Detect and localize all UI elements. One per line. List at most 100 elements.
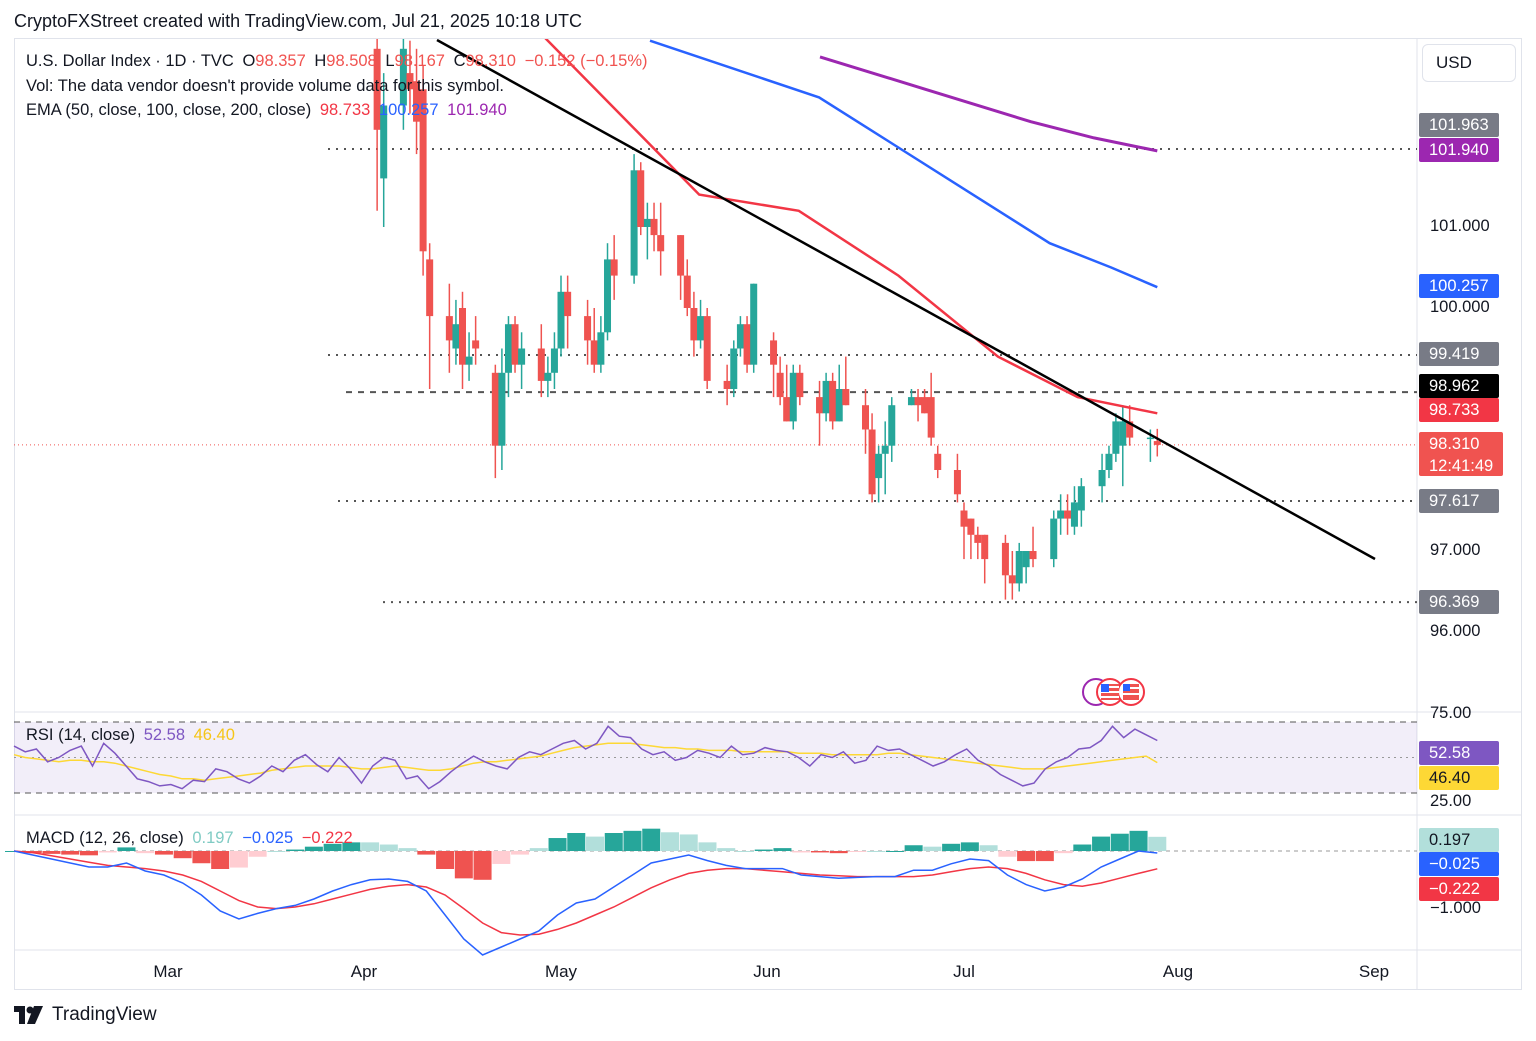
- macd-histogram-bar: [867, 851, 886, 852]
- candle-body: [1022, 551, 1030, 568]
- time-axis: Mar Apr May Jun Jul Aug Sep: [153, 962, 1389, 981]
- candle-body: [498, 372, 506, 446]
- candle-body: [1050, 518, 1058, 560]
- candle-body: [399, 48, 407, 106]
- macd-line-label: −0.025: [1419, 852, 1499, 876]
- candle-body: [907, 397, 915, 406]
- candle-body: [465, 356, 473, 365]
- candle-body: [1070, 502, 1078, 527]
- macd-histogram-bar: [586, 836, 605, 851]
- macd-histogram-bar: [642, 828, 661, 851]
- candle-body: [783, 397, 791, 422]
- rsi-pane: [13, 721, 1417, 794]
- candle-body: [1077, 486, 1085, 511]
- macd-histogram-bar: [604, 833, 623, 851]
- macd-histogram-bar: [117, 847, 136, 851]
- rsi-line: [13, 725, 1158, 790]
- candle-body: [459, 308, 466, 365]
- legend-symbol: U.S. Dollar Index · 1D · TVC: [26, 52, 234, 70]
- macd-signal-line: [13, 850, 1158, 936]
- candle-body: [650, 218, 658, 236]
- candle-body: [1119, 421, 1127, 446]
- macd-histogram-bar: [979, 845, 998, 851]
- macd-histogram-bar: [229, 851, 248, 868]
- legend-macd-line: −0.025: [242, 829, 294, 847]
- candle-body: [504, 324, 512, 373]
- us-flag-event-icon[interactable]: [1082, 678, 1145, 706]
- legend-ema: EMA (50, close, 100, close, 200, close) …: [26, 101, 507, 119]
- candle-body: [875, 453, 883, 479]
- macd-histogram-bar: [998, 851, 1017, 857]
- candle-body: [816, 397, 824, 414]
- legend-rsi: RSI (14, close) 52.58 46.40: [26, 726, 235, 744]
- ema50-line: [544, 39, 1158, 415]
- candle-body: [960, 510, 968, 527]
- macd-histogram-bar: [792, 851, 811, 853]
- time-axis-label: Jul: [953, 962, 975, 981]
- price-label-ema200: 101.940: [1419, 138, 1499, 162]
- time-axis-label: Jun: [753, 962, 780, 981]
- candle-body: [511, 324, 519, 365]
- macd-pane: [5, 828, 1417, 956]
- macd-histogram-bar: [173, 851, 192, 859]
- candle-body: [974, 534, 982, 543]
- candle-body: [557, 291, 565, 349]
- candle-body: [697, 316, 705, 341]
- candle-body: [1008, 575, 1016, 584]
- ema100-line: [649, 39, 1158, 289]
- macd-histogram-bar: [1092, 836, 1111, 851]
- legend-rsi-ma: 46.40: [193, 726, 235, 744]
- macd-histogram-bar: [379, 844, 398, 851]
- macd-line: [13, 850, 1158, 956]
- footer-brand: TradingView: [52, 1004, 157, 1025]
- macd-histogram-bar: [304, 846, 323, 851]
- price-label-99419: 99.419: [1419, 342, 1499, 366]
- candle-body: [637, 170, 645, 227]
- macd-histogram-bar: [1017, 851, 1036, 862]
- legend-ema200: 101.940: [447, 101, 507, 119]
- macd-histogram-bar: [1110, 833, 1129, 851]
- price-tick: 100.000: [1430, 298, 1490, 316]
- macd-histogram-bar: [42, 851, 61, 854]
- candle-body: [967, 518, 975, 535]
- macd-histogram-bar: [1148, 836, 1167, 851]
- candle-body: [643, 218, 651, 227]
- candle-body: [445, 316, 453, 341]
- candle-body: [953, 470, 961, 495]
- rsi-ma-line: [13, 742, 1158, 781]
- candle-body: [1001, 542, 1009, 576]
- tradingview-logo-icon: [14, 1006, 43, 1024]
- candle-body: [829, 380, 837, 422]
- legend-high: 98.508: [326, 52, 377, 70]
- macd-histogram-bar: [1073, 844, 1092, 851]
- macd-histogram-bar: [436, 851, 455, 869]
- legend-low: 98.167: [394, 52, 445, 70]
- legend-macd: MACD (12, 26, close) 0.197 −0.025 −0.222: [26, 829, 353, 847]
- macd-histogram-bar: [960, 842, 979, 851]
- macd-histogram-bar: [286, 849, 305, 851]
- candle-body: [472, 340, 480, 349]
- legend-ema50: 98.733: [319, 101, 371, 119]
- legend-ema100: 100.257: [378, 101, 439, 119]
- candle-body: [677, 235, 685, 276]
- price-tick: 97.000: [1430, 541, 1481, 559]
- macd-histogram-bar: [548, 838, 567, 851]
- macd-histogram-bar: [735, 851, 754, 852]
- macd-histogram-bar: [717, 848, 736, 851]
- candle-body: [564, 291, 572, 317]
- last-price-label: 98.310 12:41:49: [1419, 432, 1504, 476]
- candle-body: [881, 445, 889, 454]
- macd-histogram-bar: [61, 851, 80, 855]
- macd-histogram-bar: [136, 851, 155, 854]
- macd-histogram-bar: [773, 848, 792, 851]
- currency-button[interactable]: USD: [1422, 44, 1516, 82]
- macd-histogram-bar: [942, 843, 961, 851]
- macd-histogram-bar: [248, 851, 267, 857]
- macd-histogram-bar: [361, 842, 380, 851]
- macd-histogram-bar: [698, 842, 717, 851]
- legend-ohlc: U.S. Dollar Index · 1D · TVC O98.357 H98…: [26, 52, 648, 70]
- candle-body: [927, 397, 935, 438]
- legend-open: 98.357: [255, 52, 306, 70]
- macd-histogram-bar: [98, 851, 117, 853]
